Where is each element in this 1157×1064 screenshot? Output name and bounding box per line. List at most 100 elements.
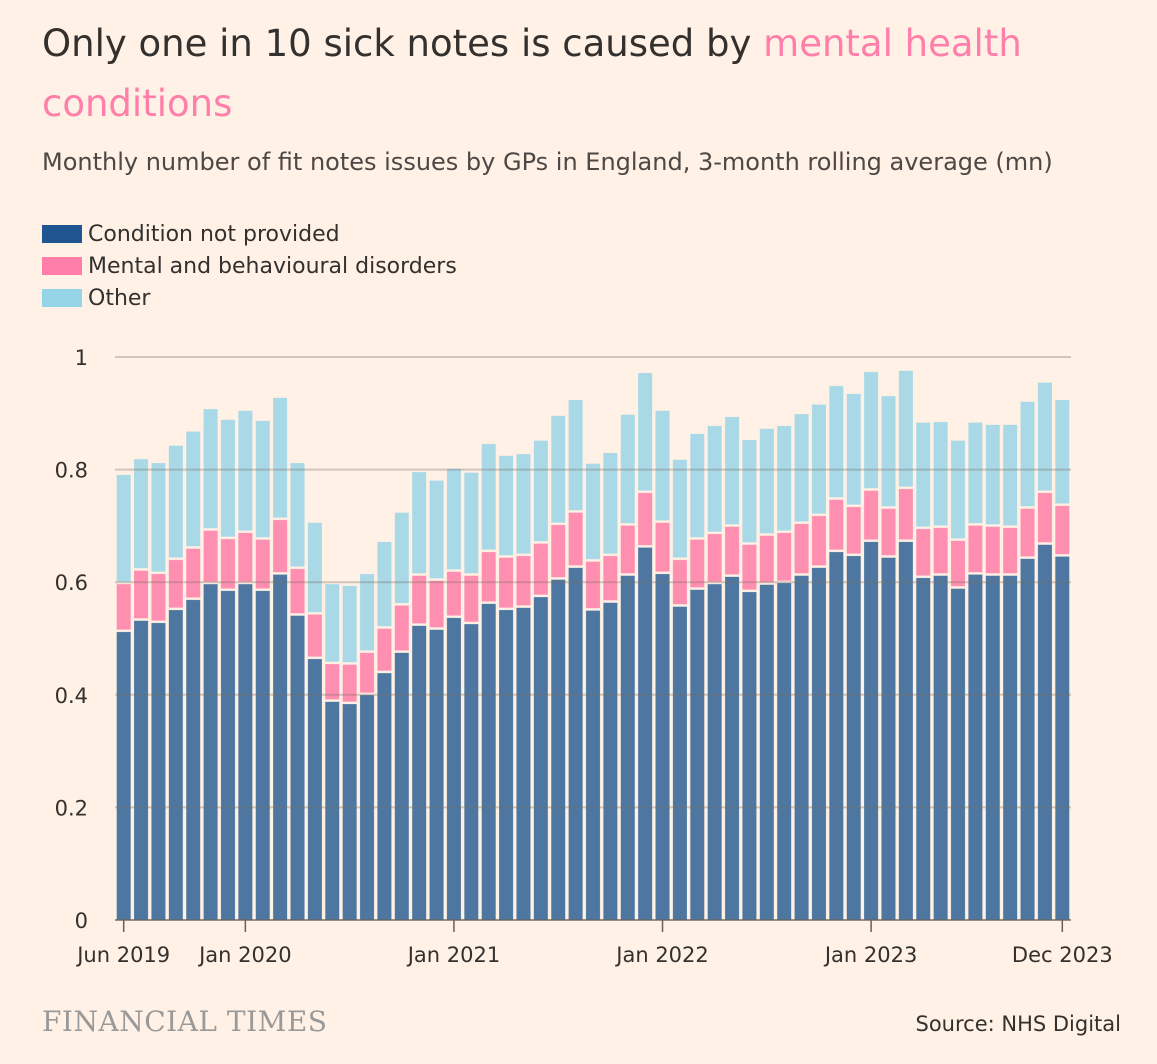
x-tick-label: Jun 2019 — [75, 943, 170, 967]
y-tick-label: 0.2 — [55, 796, 88, 820]
bar-mental-behavioural — [724, 526, 740, 575]
bar-other — [1020, 401, 1035, 507]
bar-condition-not-provided — [463, 623, 479, 921]
bar-other — [898, 370, 914, 487]
bar-other — [689, 433, 705, 538]
bar-mental-behavioural — [203, 530, 218, 583]
bar-other — [446, 468, 462, 570]
bar-other — [985, 424, 1001, 525]
bar-other — [863, 371, 879, 489]
bar-other — [255, 420, 271, 538]
bar-other — [742, 439, 757, 543]
bar-other — [185, 431, 201, 547]
bar-other — [603, 452, 618, 554]
bar-other — [342, 585, 357, 663]
bar-condition-not-provided — [168, 609, 184, 921]
bar-condition-not-provided — [533, 596, 549, 921]
bar-other — [238, 410, 253, 531]
bar-other — [1002, 424, 1018, 526]
chart-subtitle: Monthly number of fit notes issues by GP… — [42, 148, 1053, 176]
bar-other — [359, 573, 375, 651]
bar-other — [915, 422, 931, 527]
bar-mental-behavioural — [185, 548, 201, 598]
bar-mental-behavioural — [359, 652, 375, 693]
bar-other — [151, 462, 166, 572]
bar-condition-not-provided — [985, 575, 1001, 921]
bar-mental-behavioural — [968, 525, 983, 573]
bar-other — [498, 455, 514, 556]
bar-other — [950, 440, 966, 539]
bar-condition-not-provided — [324, 701, 340, 921]
bar-mental-behavioural — [429, 580, 444, 628]
bar-condition-not-provided — [759, 584, 775, 921]
bar-other — [272, 397, 288, 518]
bar-mental-behavioural — [516, 555, 531, 606]
bar-condition-not-provided — [655, 573, 670, 921]
bar-condition-not-provided — [1054, 556, 1070, 921]
bar-mental-behavioural — [620, 525, 636, 574]
bar-mental-behavioural — [811, 515, 827, 566]
legend: Condition not provided Mental and behavi… — [42, 218, 457, 314]
bar-mental-behavioural — [829, 499, 844, 550]
bar-condition-not-provided — [481, 603, 497, 921]
bar-other — [811, 404, 827, 514]
bar-mental-behavioural — [342, 664, 357, 702]
chart-title: Only one in 10 sick notes is caused by m… — [42, 14, 1132, 134]
bar-mental-behavioural — [950, 540, 966, 587]
bar-mental-behavioural — [377, 628, 392, 672]
bar-other — [672, 459, 688, 558]
title-highlight: mental health conditions — [42, 22, 1022, 125]
bar-other — [620, 414, 636, 524]
bar-condition-not-provided — [516, 607, 531, 921]
bar-condition-not-provided — [915, 577, 931, 921]
bar-condition-not-provided — [498, 609, 514, 921]
bar-other — [220, 419, 236, 538]
y-tick-label: 0.8 — [55, 459, 88, 483]
bar-mental-behavioural — [759, 535, 775, 583]
bar-condition-not-provided — [707, 583, 723, 921]
bar-other — [759, 428, 775, 534]
bar-other — [655, 410, 670, 521]
bar-other — [516, 453, 531, 554]
bar-mental-behavioural — [220, 538, 236, 589]
bar-mental-behavioural — [498, 557, 514, 608]
title-text: Only one in 10 sick notes is caused by — [42, 22, 764, 65]
y-tick-label: 0 — [75, 909, 88, 933]
bar-other — [724, 416, 740, 525]
bar-condition-not-provided — [133, 620, 149, 921]
bar-other — [203, 408, 218, 529]
bar-other — [429, 480, 444, 579]
bar-condition-not-provided — [429, 629, 444, 921]
bar-other — [168, 445, 184, 558]
bar-condition-not-provided — [672, 606, 688, 921]
bar-other — [794, 413, 809, 522]
bar-mental-behavioural — [550, 524, 566, 578]
bar-mental-behavioural — [742, 544, 757, 590]
bar-condition-not-provided — [881, 557, 896, 921]
bar-mental-behavioural — [672, 559, 688, 605]
bar-other — [324, 583, 340, 663]
x-tick-label: Jan 2023 — [823, 943, 918, 967]
bar-mental-behavioural — [116, 583, 132, 630]
bar-condition-not-provided — [1037, 544, 1053, 921]
bar-mental-behavioural — [151, 573, 166, 621]
x-tick-label: Dec 2023 — [1012, 943, 1113, 967]
y-tick-label: 1 — [75, 346, 88, 370]
bar-mental-behavioural — [1002, 527, 1018, 574]
x-tick-label: Jan 2022 — [614, 943, 709, 967]
bar-mental-behavioural — [603, 555, 618, 601]
bar-condition-not-provided — [620, 575, 636, 921]
bar-condition-not-provided — [568, 567, 583, 921]
bar-mental-behavioural — [533, 543, 549, 596]
bar-mental-behavioural — [707, 533, 723, 583]
legend-swatch — [42, 289, 82, 307]
bar-condition-not-provided — [307, 658, 323, 921]
bar-mental-behavioural — [255, 539, 271, 589]
bar-condition-not-provided — [689, 589, 705, 921]
bar-condition-not-provided — [446, 617, 462, 921]
bar-condition-not-provided — [203, 583, 218, 921]
bar-other — [933, 421, 948, 526]
bar-other — [846, 393, 862, 505]
bar-mental-behavioural — [394, 605, 410, 651]
